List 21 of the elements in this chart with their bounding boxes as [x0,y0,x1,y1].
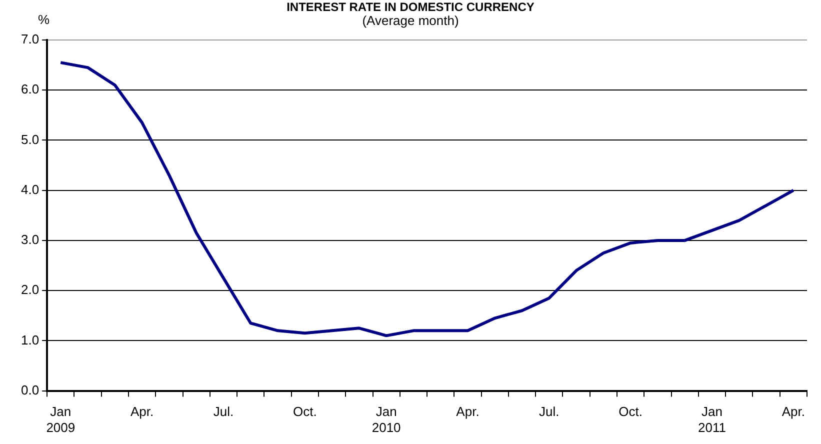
y-tick-label: 2.0 [20,282,40,298]
x-tick-label: Jul. [539,404,560,420]
x-tick-label: Oct. [618,404,643,420]
x-tick-label: Apr. [456,404,480,420]
chart-subtitle: (Average month) [362,13,459,28]
y-tick-label: 0.0 [20,382,40,398]
y-tick-label: 4.0 [20,182,40,197]
x-tick-label: Oct. [292,404,317,420]
y-tick-label: 5.0 [20,132,40,147]
y-tick-label: 3.0 [20,232,40,248]
x-tick-label: Jan 2009 [46,404,76,435]
chart-title: INTEREST RATE IN DOMESTIC CURRENCY [286,0,534,14]
y-axis-title: % [38,12,50,27]
y-tick-label: 7.0 [20,32,40,47]
x-tick-label: Jan 2011 [698,404,726,435]
x-tick-label: Jan 2010 [372,404,401,435]
x-tick-label: Jul. [213,404,234,420]
y-tick-label: 1.0 [20,332,40,348]
x-tick-label: Apr. [782,404,805,420]
x-tick-label: Apr. [130,404,154,420]
y-tick-label: 6.0 [20,82,40,97]
